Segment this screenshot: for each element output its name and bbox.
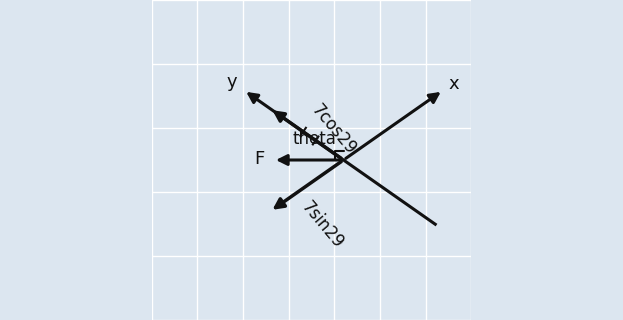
Text: theta: theta	[292, 130, 336, 148]
Text: y: y	[226, 73, 237, 91]
Text: F: F	[254, 150, 264, 168]
Text: 7cos29: 7cos29	[308, 101, 359, 158]
Text: x: x	[449, 75, 460, 93]
Text: 7sin29: 7sin29	[297, 198, 347, 252]
